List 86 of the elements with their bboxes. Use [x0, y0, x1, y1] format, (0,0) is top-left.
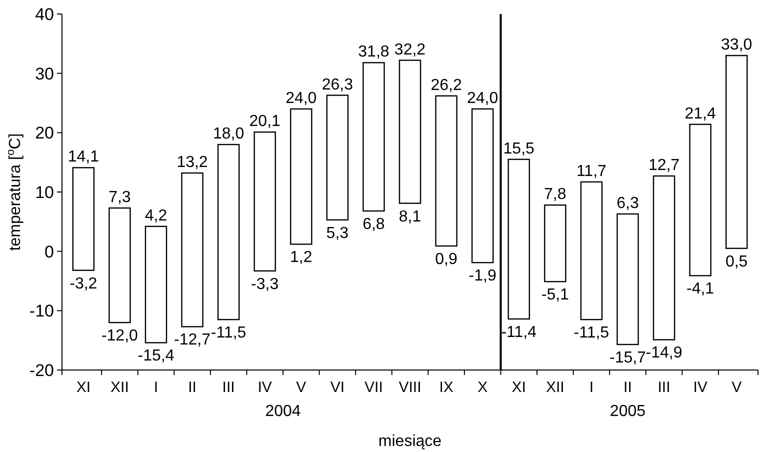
annotation: 0,9: [435, 250, 458, 268]
x-tick-label: IV: [693, 379, 708, 396]
y-tick-label: 0: [44, 242, 54, 262]
x-tick-label: IV: [258, 379, 272, 396]
annotation: 6,3: [616, 194, 639, 212]
bar: [290, 108, 312, 245]
annotation: -1,9: [468, 268, 496, 285]
bar: [689, 124, 712, 276]
annotation: 5,3: [326, 224, 349, 242]
bar: [725, 54, 748, 249]
bar: [580, 181, 603, 320]
x-tick-label: III: [222, 379, 235, 396]
y-tick-label: 40: [35, 4, 54, 24]
annotation: -11,4: [501, 324, 537, 341]
bar: [435, 95, 458, 247]
text: 2004: [265, 403, 301, 420]
x-tick-label: V: [732, 379, 742, 396]
annotation: -15,7: [609, 349, 646, 366]
bar: [544, 204, 566, 282]
annotation: 33,0: [721, 36, 752, 54]
bar: [508, 158, 530, 320]
annotation: 24,0: [467, 90, 498, 107]
bar: [471, 108, 494, 264]
y-tick-label: -10: [29, 302, 54, 321]
y-tick-label: 20: [35, 124, 54, 143]
bar: [326, 94, 349, 220]
annotation: 7,3: [108, 189, 131, 206]
annotation: -12,0: [101, 328, 138, 345]
annotation: 24,0: [286, 90, 317, 107]
x-tick-label: XI: [512, 379, 526, 396]
bar: [652, 175, 676, 340]
annotation: 13,2: [176, 154, 208, 172]
y-tick-label: 30: [35, 64, 54, 84]
bar: [108, 207, 131, 324]
annotation: -12,7: [174, 332, 211, 349]
annotation: 26,2: [430, 76, 462, 94]
annotation: -11,5: [210, 324, 246, 342]
annotation: 0,5: [725, 253, 748, 270]
x-tick-label: I: [589, 379, 594, 396]
bar: [144, 226, 168, 344]
annotation: -15,4: [138, 348, 174, 365]
x-tick-label: X: [478, 379, 488, 396]
x-tick-label: XII: [110, 379, 129, 396]
annotation: 32,2: [394, 41, 426, 58]
bar: [72, 167, 95, 271]
annotation: -3,3: [251, 276, 279, 293]
bar: [254, 131, 276, 272]
annotation: -14,9: [646, 344, 682, 362]
annotation: 11,7: [576, 162, 607, 180]
y-tick-label: 10: [35, 182, 54, 202]
x-tick-label: XII: [546, 379, 564, 396]
text: 2005: [610, 403, 646, 420]
annotation: 26,3: [322, 76, 354, 94]
x-tick-label: II: [188, 379, 196, 396]
bar: [181, 172, 204, 328]
annotation: 20,1: [249, 113, 281, 130]
x-tick-label: VI: [330, 379, 345, 396]
annotation: -3,2: [70, 275, 98, 292]
annotation: -4,1: [686, 280, 714, 298]
annotation: 6,8: [362, 216, 385, 233]
x-tick-label: V: [296, 379, 306, 396]
x-axis-title: miesiące: [378, 433, 442, 450]
annotation: 21,4: [684, 105, 716, 122]
x-tick-label: IX: [439, 379, 454, 396]
annotation: 18,0: [212, 126, 244, 143]
x-tick-label: XI: [76, 379, 91, 396]
annotation: 14,1: [68, 148, 100, 166]
x-tick-label: VIII: [398, 379, 422, 396]
annotation: 4,2: [144, 207, 168, 224]
annotation: 12,7: [648, 156, 680, 174]
x-tick-label: II: [624, 379, 632, 396]
annotation: 8,1: [398, 208, 422, 226]
y-tick-label: -20: [29, 360, 54, 380]
annotation: 1,2: [290, 249, 312, 266]
bar: [217, 144, 240, 320]
x-tick-label: III: [658, 379, 670, 396]
annotation: 7,8: [544, 186, 566, 204]
bar: [362, 62, 385, 212]
x-tick-label: VII: [364, 379, 383, 396]
bar: [398, 60, 422, 204]
annotation: 15,5: [503, 140, 535, 158]
x-tick-label: I: [154, 379, 158, 396]
annotation: -5,1: [541, 286, 570, 304]
annotation: -11,5: [574, 324, 610, 342]
bar: [616, 213, 639, 346]
annotation: 31,8: [358, 44, 390, 61]
